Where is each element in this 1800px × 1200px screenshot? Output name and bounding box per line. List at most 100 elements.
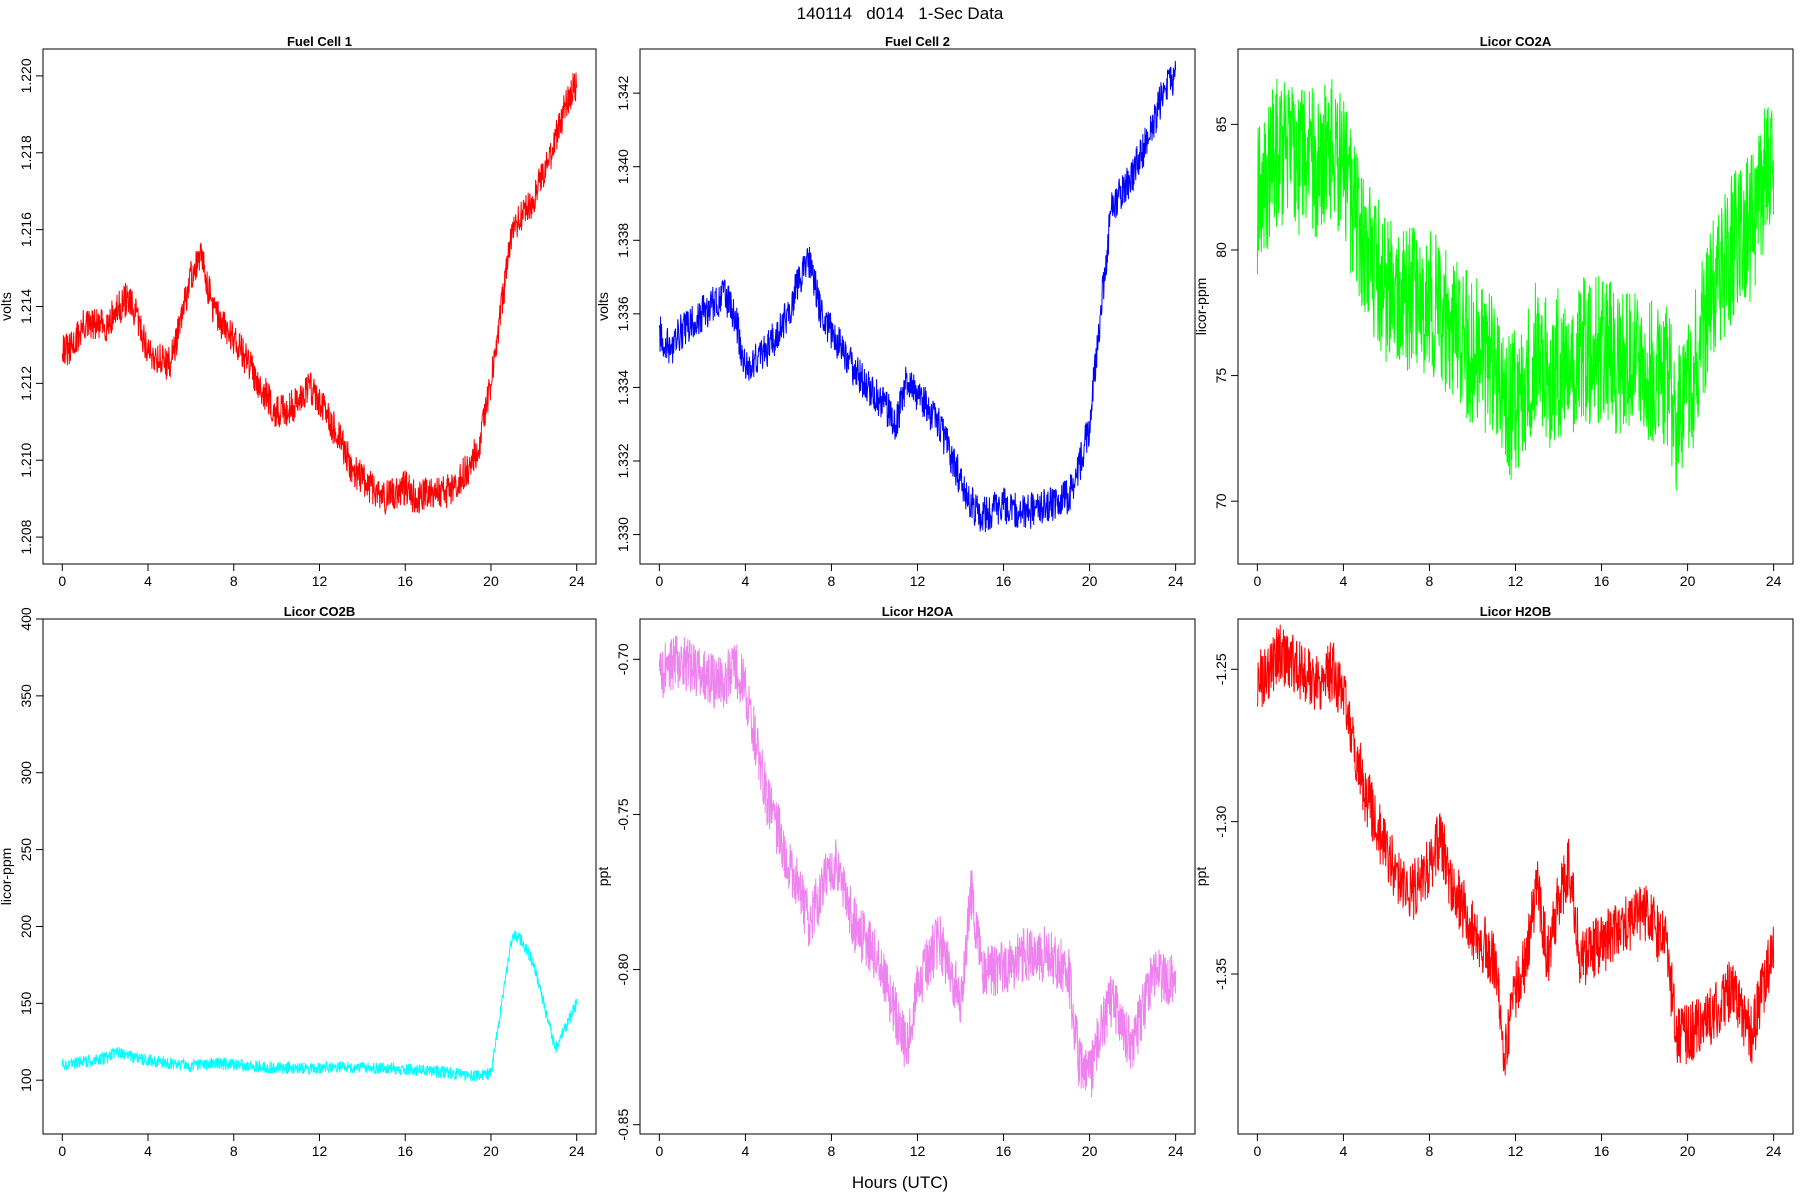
x-tick-label: 16	[996, 1143, 1012, 1159]
y-tick-label: -1.30	[1213, 805, 1229, 837]
plot-frame	[639, 48, 1196, 565]
x-tick-label: 0	[58, 573, 66, 589]
chart-licor-h2oa: Licor H2OA 0 4 8 12 16 20 24 -0.85 -0.80 -0.75 -0.7…	[595, 604, 1196, 1159]
y-tick-label: 70	[1213, 493, 1229, 509]
x-tick-label: 12	[910, 573, 926, 589]
x-tick-label: 20	[483, 573, 499, 589]
x-tick-label: 12	[1508, 1143, 1524, 1159]
chart-fuel-cell-2: Fuel Cell 2 0 4 8 12 16 20 24 1.330 1.332 1.334 1.3…	[595, 34, 1196, 589]
x-tick-label: 8	[230, 1143, 238, 1159]
y-tick-label: -0.75	[615, 798, 631, 830]
x-tick-label: 24	[1766, 1143, 1782, 1159]
x-tick-label: 24	[569, 573, 585, 589]
y-tick-label: 1.212	[18, 366, 34, 401]
chart-licor-co2b: Licor CO2B 0 4 8 12 16 20 24 100 150 200 250 300 350 4…	[0, 604, 597, 1159]
x-tick-label: 16	[1594, 1143, 1610, 1159]
series-line-licor-co2a	[1256, 78, 1775, 491]
y-tick-label: 1.336	[615, 296, 631, 331]
y-tick-label: 75	[1213, 368, 1229, 384]
panel-title: Fuel Cell 1	[287, 34, 352, 49]
y-tick-label: -0.70	[615, 643, 631, 675]
y-tick-label: 200	[18, 915, 34, 939]
y-axis-label: ppt	[595, 867, 611, 887]
y-tick-label: -0.85	[615, 1109, 631, 1141]
x-tick-label: 20	[1082, 1143, 1098, 1159]
series-line-fuel-cell-2	[658, 60, 1177, 533]
chart-licor-h2ob: Licor H2OB 0 4 8 12 16 20 24 -1.35 -1.30 -1.25 ppt	[1193, 604, 1794, 1159]
y-tick-label: 400	[18, 607, 34, 631]
chart-panels: Fuel Cell 1 0 4 8 12 16 20 24 1.208 1.210 1.212 1.2…	[0, 34, 1794, 1159]
plot-frame	[42, 618, 597, 1135]
x-tick-label: 4	[742, 1143, 750, 1159]
x-tick-label: 16	[397, 1143, 413, 1159]
panel-title: Licor CO2A	[1480, 34, 1552, 49]
x-tick-label: 0	[655, 1143, 663, 1159]
x-tick-label: 4	[1340, 573, 1348, 589]
x-tick-label: 8	[230, 573, 238, 589]
y-tick-label: 1.214	[18, 289, 34, 324]
x-tick-label: 24	[1168, 573, 1184, 589]
y-tick-label: 1.210	[18, 443, 34, 478]
series-line-licor-h2ob	[1256, 624, 1775, 1076]
y-tick-label: 1.208	[18, 519, 34, 554]
y-tick-label: 80	[1213, 242, 1229, 258]
x-tick-label: 0	[1253, 573, 1261, 589]
y-tick-label: -1.35	[1213, 958, 1229, 990]
x-tick-label: 20	[1680, 573, 1696, 589]
chart-fuel-cell-1: Fuel Cell 1 0 4 8 12 16 20 24 1.208 1.210 1.212 1.2…	[0, 34, 597, 589]
x-tick-label: 8	[828, 1143, 836, 1159]
x-tick-label: 4	[144, 1143, 152, 1159]
y-tick-label: 1.216	[18, 212, 34, 247]
y-tick-label: 1.218	[18, 135, 34, 170]
y-tick-label: 150	[18, 991, 34, 1015]
panel-title: Licor CO2B	[284, 604, 356, 619]
x-tick-label: 0	[655, 573, 663, 589]
x-tick-label: 16	[996, 573, 1012, 589]
x-axis-label: Hours (UTC)	[852, 1173, 948, 1192]
y-axis-label: licor-ppm	[1193, 278, 1209, 336]
x-tick-label: 0	[58, 1143, 66, 1159]
x-tick-label: 4	[742, 573, 750, 589]
panel-title: Licor H2OA	[882, 604, 954, 619]
x-tick-label: 24	[1168, 1143, 1184, 1159]
y-tick-label: -0.80	[615, 953, 631, 985]
y-tick-label: 1.334	[615, 370, 631, 405]
series-line-fuel-cell-1	[61, 72, 578, 515]
y-tick-label: 300	[18, 761, 34, 785]
figure-title: 140114 d014 1-Sec Data	[797, 4, 1004, 23]
x-tick-label: 16	[1594, 573, 1610, 589]
series-line-licor-co2b	[61, 930, 578, 1082]
x-tick-label: 4	[1340, 1143, 1348, 1159]
y-tick-label: 1.220	[18, 58, 34, 93]
x-tick-label: 24	[569, 1143, 585, 1159]
x-tick-label: 8	[1426, 1143, 1434, 1159]
x-tick-label: 12	[312, 573, 328, 589]
y-tick-label: 100	[18, 1068, 34, 1092]
x-tick-label: 8	[1426, 573, 1434, 589]
y-tick-label: 1.338	[615, 223, 631, 258]
y-tick-label: 1.332	[615, 443, 631, 478]
x-tick-label: 24	[1766, 573, 1782, 589]
x-tick-label: 12	[910, 1143, 926, 1159]
y-tick-label: 250	[18, 838, 34, 862]
x-tick-label: 4	[144, 573, 152, 589]
x-tick-label: 0	[1253, 1143, 1261, 1159]
y-axis-label: volts	[0, 292, 14, 321]
chart-licor-co2a: Licor CO2A 0 4 8 12 16 20 24 70 75 80 85 licor-ppm	[1193, 34, 1794, 589]
y-tick-label: 1.342	[615, 75, 631, 110]
x-tick-label: 20	[483, 1143, 499, 1159]
x-tick-label: 12	[312, 1143, 328, 1159]
y-axis-label: ppt	[1193, 867, 1209, 887]
y-tick-label: -1.25	[1213, 653, 1229, 685]
y-tick-label: 85	[1213, 116, 1229, 132]
series-line-licor-h2oa	[658, 635, 1177, 1098]
panel-title: Licor H2OB	[1480, 604, 1552, 619]
x-tick-label: 12	[1508, 573, 1524, 589]
x-tick-label: 20	[1082, 573, 1098, 589]
y-tick-label: 1.340	[615, 149, 631, 184]
y-tick-label: 1.330	[615, 517, 631, 552]
y-axis-label: volts	[595, 292, 611, 321]
y-axis-label: licor-ppm	[0, 848, 14, 906]
x-tick-label: 8	[828, 573, 836, 589]
